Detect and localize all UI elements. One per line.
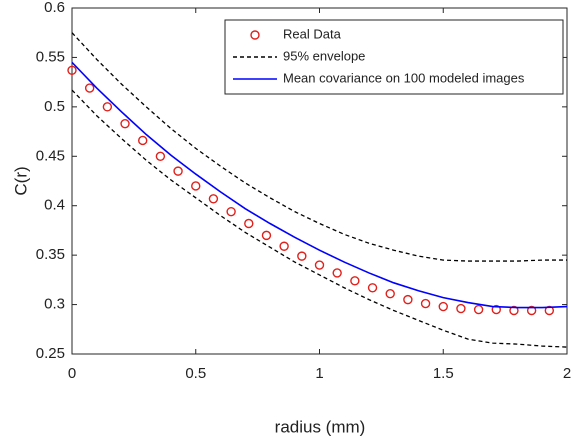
data-point xyxy=(261,230,272,241)
data-point xyxy=(526,305,537,316)
data-point xyxy=(438,301,448,312)
y-tick-label: 0.55 xyxy=(36,48,65,65)
legend-box xyxy=(224,19,564,95)
data-point xyxy=(314,260,325,270)
data-point xyxy=(84,83,95,93)
data-point xyxy=(191,181,201,191)
mean-line xyxy=(71,61,568,309)
data-point xyxy=(367,283,378,293)
data-point xyxy=(120,118,130,129)
y-axis-label: C(r) xyxy=(11,166,30,195)
legend-label: Real Data xyxy=(283,26,342,41)
y-tick-label: 0.35 xyxy=(36,246,65,263)
envelope-upper xyxy=(71,32,567,262)
data-point xyxy=(332,268,342,278)
y-tick-label: 0.6 xyxy=(44,0,65,16)
envelope-lower xyxy=(71,89,568,348)
data-point xyxy=(67,65,77,75)
x-tick-label: 0.5 xyxy=(185,365,206,382)
data-point xyxy=(244,218,254,229)
data-point xyxy=(138,135,148,146)
x-tick-label: 1.5 xyxy=(433,365,454,382)
y-tick-label: 0.25 xyxy=(36,345,65,362)
x-axis-label: radius (mm) xyxy=(275,417,366,436)
x-tick-label: 1 xyxy=(315,365,323,382)
data-point xyxy=(456,303,466,314)
data-point xyxy=(420,298,431,309)
y-tick-label: 0.4 xyxy=(44,197,65,214)
data-point xyxy=(473,304,484,315)
x-tick-label: 0 xyxy=(68,365,76,382)
data-point xyxy=(173,166,183,176)
data-point xyxy=(226,206,236,217)
y-tick-label: 0.45 xyxy=(36,147,65,164)
y-tick-label: 0.3 xyxy=(44,296,65,313)
data-point xyxy=(297,251,307,261)
data-point xyxy=(491,304,501,315)
data-point xyxy=(279,241,289,251)
data-point xyxy=(155,151,166,161)
data-point xyxy=(208,194,219,204)
data-point xyxy=(403,294,413,305)
legend-marker xyxy=(250,30,260,40)
data-point xyxy=(385,288,395,299)
data-point xyxy=(350,276,360,286)
legend: Real Data 95% envelope Mean covariance on … xyxy=(224,19,564,95)
y-tick-label: 0.5 xyxy=(44,98,65,115)
x-tick-label: 2 xyxy=(563,365,571,382)
data-point xyxy=(102,102,113,112)
legend-label: 95% envelope xyxy=(283,48,365,63)
data-point xyxy=(509,305,519,316)
legend-label: Mean covariance on 100 modeled images xyxy=(283,70,525,85)
